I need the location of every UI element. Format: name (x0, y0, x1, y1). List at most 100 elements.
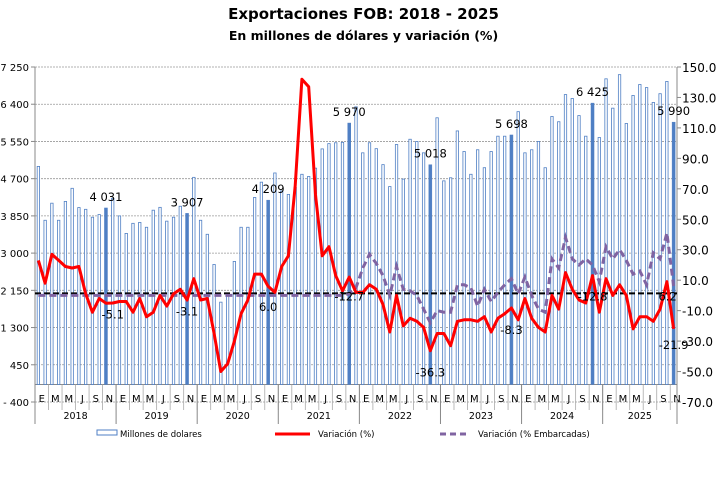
bar (320, 148, 324, 385)
bar (273, 172, 277, 385)
bar (57, 219, 61, 385)
bar (597, 137, 601, 385)
bar (43, 219, 47, 385)
month-label: N (106, 394, 113, 405)
bar (171, 216, 176, 385)
legend-bar-swatch (96, 429, 118, 436)
bar (327, 143, 331, 385)
bar (415, 141, 419, 385)
bar (509, 134, 514, 385)
bar (469, 173, 473, 385)
left-tick-label: - 400 (3, 398, 29, 409)
data-label: -12.8 (578, 289, 608, 303)
right-tick-label: 70.0 (682, 183, 709, 197)
bar (374, 148, 378, 385)
year-label: 2025 (628, 411, 652, 422)
data-label: 5 698 (495, 117, 528, 131)
bar (232, 261, 236, 385)
bar (36, 166, 40, 385)
right-tick-label: -30.0 (682, 335, 713, 349)
month-label: N (187, 394, 194, 405)
bar (590, 102, 595, 385)
month-label: M (227, 394, 236, 405)
bar (523, 152, 527, 385)
bar (536, 141, 541, 385)
bar (631, 95, 635, 385)
bar (408, 138, 412, 385)
left-tick-label: 5 550 (0, 137, 29, 148)
bar (482, 167, 487, 385)
bar (70, 187, 74, 385)
bar (286, 194, 291, 385)
month-label: S (417, 394, 423, 405)
month-label: J (323, 394, 327, 405)
data-label: 6.2 (658, 289, 676, 303)
month-label: S (498, 394, 504, 405)
month-label: M (551, 394, 560, 405)
month-label: S (93, 394, 99, 405)
month-label: E (282, 394, 288, 405)
month-label: J (485, 394, 489, 405)
year-label: 2023 (469, 411, 493, 422)
month-label: J (161, 394, 165, 405)
month-label: E (39, 394, 45, 405)
month-label: J (647, 394, 651, 405)
bar (570, 98, 574, 385)
legend-label: Variación (%) (318, 429, 374, 440)
bar (50, 202, 54, 385)
month-label: E (525, 394, 531, 405)
month-label: N (268, 394, 275, 405)
data-label: -8.3 (500, 323, 522, 337)
month-label: N (349, 394, 356, 405)
data-label: 6.0 (259, 300, 277, 314)
bar (611, 107, 615, 385)
bar (259, 181, 263, 385)
bar (550, 116, 554, 385)
left-tick-label: 3 000 (0, 249, 29, 260)
left-tick-label: 7 250 (0, 63, 29, 74)
bar (624, 123, 628, 385)
data-label: 4 209 (252, 182, 285, 196)
month-label: M (389, 394, 398, 405)
bar (651, 102, 655, 385)
month-label: M (632, 394, 641, 405)
bar (604, 78, 608, 385)
month-label: M (64, 394, 73, 405)
bar (462, 151, 466, 385)
month-label: S (660, 394, 666, 405)
month-label: S (174, 394, 180, 405)
bar (313, 167, 318, 385)
bar (638, 84, 642, 385)
chart-title: Exportaciones FOB: 2018 - 2025 (228, 5, 499, 23)
month-label: S (579, 394, 585, 405)
bar (442, 180, 446, 385)
bar (144, 226, 149, 385)
bar (280, 190, 284, 385)
right-tick-label: 30.0 (682, 244, 709, 258)
bar (111, 197, 115, 385)
right-tick-label: 150.0 (682, 61, 716, 75)
bar (266, 199, 270, 385)
legend-label: Variación (% Embarcadas) (478, 429, 590, 440)
data-label: -12.7 (334, 289, 364, 303)
year-label: 2021 (307, 411, 331, 422)
right-tick-label: 10.0 (682, 274, 709, 288)
month-label: M (146, 394, 155, 405)
month-label: M (294, 394, 303, 405)
bar (503, 135, 507, 385)
data-label: 5 990 (657, 104, 690, 118)
legend-label: Millones de dolares (120, 430, 202, 440)
year-label: 2020 (226, 411, 250, 422)
bar (293, 187, 297, 385)
bar (300, 173, 304, 385)
bar (334, 142, 338, 385)
bar (131, 222, 135, 385)
month-label: E (606, 394, 612, 405)
data-label: 5 970 (333, 105, 366, 119)
line-embarcadas (38, 231, 676, 327)
month-label: S (336, 394, 342, 405)
bar (253, 197, 257, 385)
month-label: M (538, 394, 547, 405)
bar (530, 149, 534, 385)
